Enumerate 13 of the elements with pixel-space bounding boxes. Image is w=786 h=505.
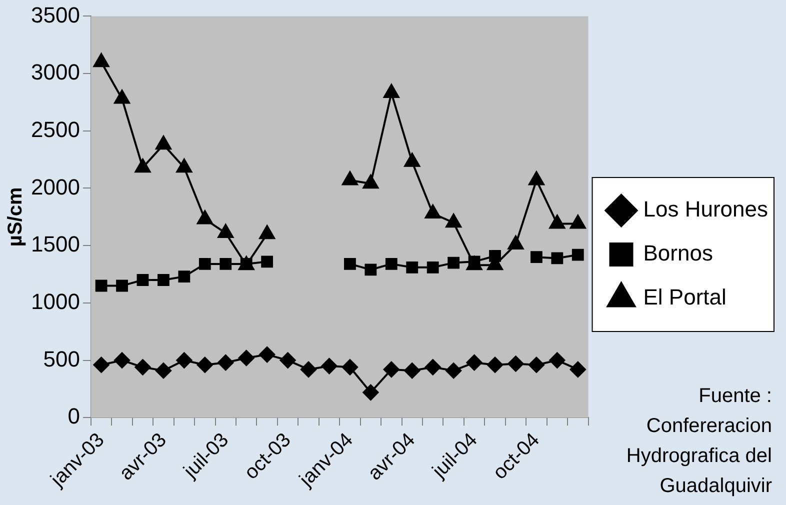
y-tick-label: 500 xyxy=(43,346,80,372)
y-tick-label: 1500 xyxy=(30,232,80,257)
y-axis-title: µS/cm xyxy=(4,187,27,247)
legend-label: Bornos xyxy=(643,240,713,266)
source-note: Fuente : Confereracion Hydrografica del Guadalquivir xyxy=(625,384,772,499)
legend-label: Los Hurones xyxy=(643,196,768,222)
y-tick-label: 3000 xyxy=(30,60,80,85)
y-tick-label: 2500 xyxy=(30,116,80,142)
y-tick-label: 2000 xyxy=(30,174,80,200)
legend-label: El Portal xyxy=(643,284,726,310)
y-tick-label: 3500 xyxy=(30,2,80,28)
y-tick-label: 0 xyxy=(68,404,80,429)
y-tick-label: 1000 xyxy=(30,289,80,314)
